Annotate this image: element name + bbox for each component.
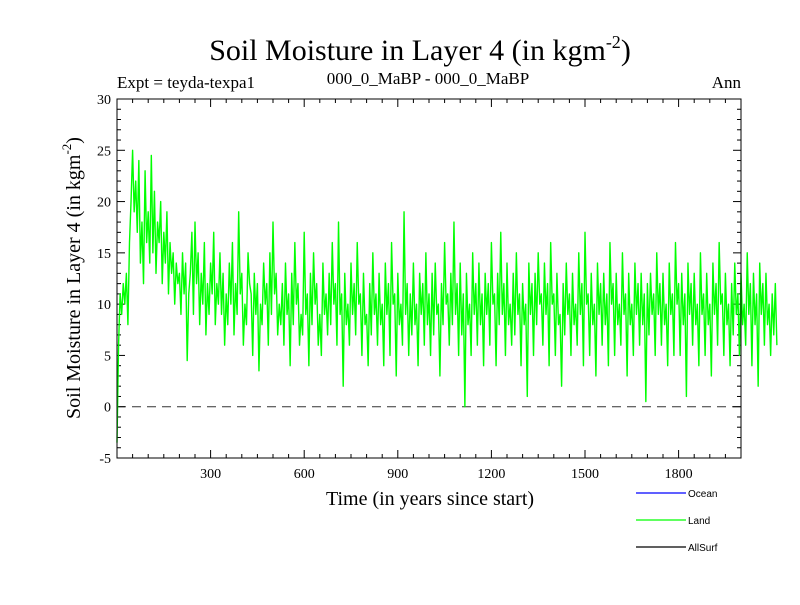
subtitle-left: Expt = teyda-texpa1 [117, 73, 255, 92]
y-tick-label: 30 [97, 93, 111, 108]
y-tick-label: 15 [97, 247, 111, 262]
y-tick-label: 10 [97, 298, 111, 313]
x-tick-label: 300 [200, 467, 221, 482]
y-axis-label: Soil Moisture in Layer 4 (in kgm-2) [59, 137, 85, 419]
legend: Ocean Land AllSurf [636, 489, 718, 554]
y-tick-label: 5 [104, 349, 111, 364]
legend-land-label: Land [688, 516, 710, 527]
legend-ocean-label: Ocean [688, 489, 717, 500]
subtitle-center: 000_0_MaBP - 000_0_MaBP [327, 69, 529, 88]
y-tick-label: -5 [99, 452, 111, 467]
x-tick-label: 1500 [571, 467, 599, 482]
x-tick-label: 600 [294, 467, 315, 482]
y-tick-label: 25 [97, 144, 111, 159]
chart-title: Soil Moisture in Layer 4 (in kgm-2) [209, 32, 631, 67]
series-line-land [116, 149, 778, 443]
plot-frame [116, 98, 742, 459]
x-tick-label: 900 [387, 467, 408, 482]
x-axis-label: Time (in years since start) [326, 488, 534, 510]
legend-allsurf-label: AllSurf [688, 543, 718, 554]
y-tick-label: 0 [104, 401, 111, 416]
x-tick-label: 1800 [665, 467, 693, 482]
x-tick-label: 1200 [477, 467, 505, 482]
subtitle-right: Ann [712, 73, 742, 92]
y-tick-label: 20 [97, 196, 111, 211]
